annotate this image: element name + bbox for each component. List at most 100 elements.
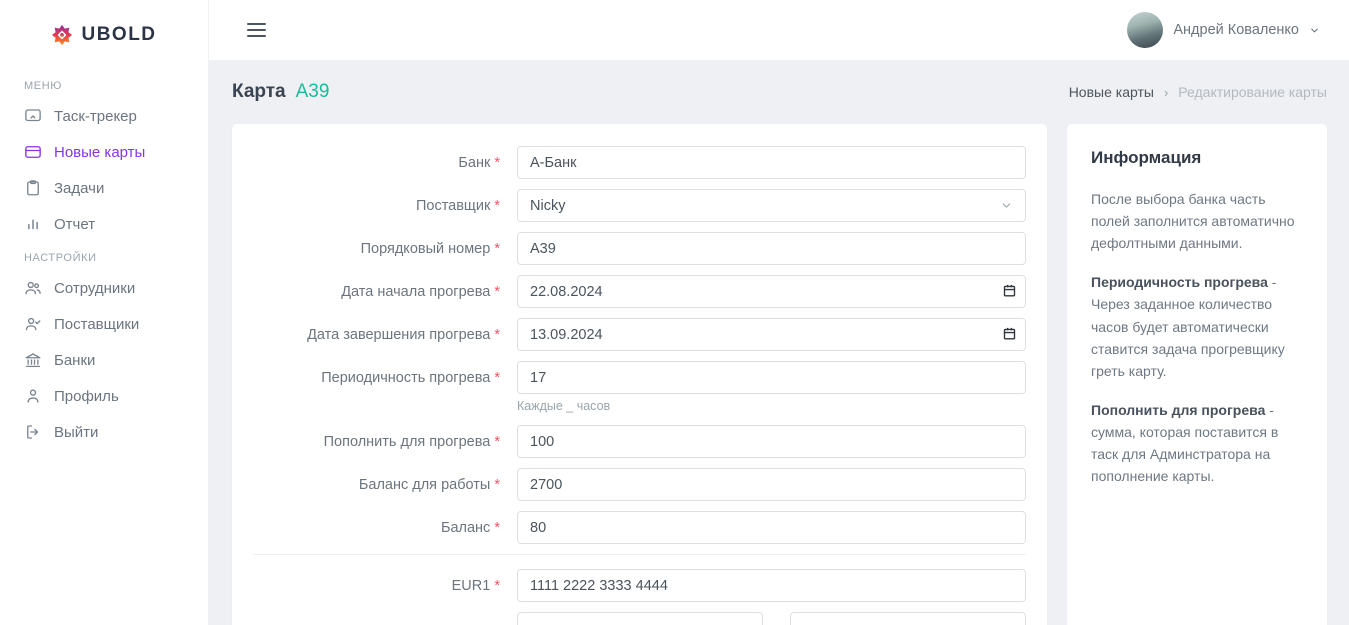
sidebar-item-label: Новые карты: [54, 143, 146, 161]
warmup-frequency-input[interactable]: [517, 361, 1026, 394]
page-title-accent: А39: [295, 81, 330, 102]
sidebar-item-label: Задачи: [54, 179, 105, 197]
field-label: Пополнить для прогрева: [323, 433, 491, 450]
field-label: Баланс: [440, 519, 491, 536]
sidebar-item-task-tracker[interactable]: Таск-трекер: [0, 98, 208, 134]
sidebar-item-logout[interactable]: Выйти: [0, 414, 208, 450]
info-paragraph-bold: Периодичность прогрева: [1091, 274, 1268, 291]
form-row-warmup-frequency: Периодичность прогрева *: [253, 361, 1026, 394]
menu-section-label: НАСТРОЙКИ: [24, 252, 97, 264]
form-row-supplier: Поставщик * Nicky: [253, 189, 1026, 222]
ubold-logo-icon: [52, 24, 73, 46]
card-extra-input-1[interactable]: [517, 612, 763, 625]
required-marker: *: [494, 197, 500, 214]
balance-input[interactable]: [517, 511, 1026, 544]
info-paragraph-text: - сумма, которая поставится в таск для А…: [1091, 401, 1279, 485]
warmup-topup-input[interactable]: [517, 425, 1026, 458]
card-extra-input-2[interactable]: [790, 612, 1026, 625]
form-row-card-number: EUR1 *: [253, 569, 1026, 602]
monitor-icon: [25, 109, 41, 122]
sidebar-item-suppliers[interactable]: Поставщики: [0, 306, 208, 342]
bank-input[interactable]: [517, 146, 1026, 179]
info-panel-title: Информация: [1091, 148, 1202, 167]
card-number-input[interactable]: [517, 569, 1026, 602]
info-paragraph-text: После выбора банка часть полей заполнитс…: [1091, 191, 1295, 252]
field-label: Периодичность прогрева: [321, 369, 491, 386]
sidebar-item-banks[interactable]: Банки: [0, 342, 208, 378]
required-marker: *: [494, 240, 500, 257]
sidebar-item-label: Отчет: [54, 215, 96, 233]
logout-icon: [27, 425, 39, 439]
form-row-bank: Банк *: [253, 146, 1026, 179]
brand-logo[interactable]: UBOLD: [0, 0, 208, 70]
form-row-card-extra: [517, 612, 1026, 625]
clipboard-icon: [27, 180, 39, 196]
sidebar-item-label: Сотрудники: [54, 279, 136, 297]
main-area: Андрей Коваленко Карта А39 Новые карты › …: [209, 0, 1349, 625]
content-columns: Банк * Поставщик * Nicky Порядковый номе…: [232, 124, 1327, 625]
credit-card-icon: [25, 146, 41, 158]
warmup-frequency-helper: Каждые _ часов: [517, 399, 611, 413]
page-title-text: Карта: [232, 81, 286, 102]
field-label: Баланс для работы: [358, 476, 491, 493]
info-paragraph: Пополнить для прогрева - сумма, которая …: [1091, 399, 1303, 487]
user-name: Андрей Коваленко: [1173, 22, 1299, 38]
sidebar-item-profile[interactable]: Профиль: [0, 378, 208, 414]
serial-number-input[interactable]: [517, 232, 1026, 265]
form-row-warmup-start-date: Дата начала прогрева *: [253, 275, 1026, 308]
required-marker: *: [494, 476, 500, 493]
brand-name: UBOLD: [81, 24, 157, 45]
form-row-working-balance: Баланс для работы *: [253, 468, 1026, 501]
breadcrumb-separator: ›: [1163, 84, 1169, 100]
info-paragraph: После выбора банка часть полей заполнитс…: [1091, 188, 1303, 254]
warmup-start-date-input[interactable]: [517, 275, 1026, 308]
sidebar-item-label: Банки: [54, 351, 96, 369]
chevron-down-icon: [1002, 203, 1011, 208]
supplier-select-value: Nicky: [530, 197, 566, 214]
sidebar-item-new-cards[interactable]: Новые карты: [0, 134, 208, 170]
working-balance-input[interactable]: [517, 468, 1026, 501]
field-label: Дата завершения прогрева: [307, 326, 491, 343]
menu-section-label: МЕНЮ: [24, 80, 62, 92]
menu-toggle-button[interactable]: [247, 23, 266, 37]
page-title: Карта А39: [232, 81, 329, 103]
field-label: EUR1: [451, 577, 491, 594]
card-edit-form: Банк * Поставщик * Nicky Порядковый номе…: [232, 124, 1047, 625]
field-label: Дата начала прогрева: [341, 283, 491, 300]
avatar: [1127, 12, 1164, 48]
sidebar-item-label: Таск-трекер: [54, 107, 137, 125]
required-marker: *: [494, 577, 500, 594]
required-marker: *: [494, 433, 500, 450]
card-info-panel: Информация После выбора банка часть поле…: [1067, 124, 1327, 625]
required-marker: *: [494, 283, 500, 300]
form-row-balance: Баланс *: [253, 511, 1026, 544]
bar-chart-icon: [28, 219, 38, 230]
user-menu[interactable]: Андрей Коваленко: [1127, 12, 1320, 48]
warmup-end-date-input[interactable]: [517, 318, 1026, 351]
user-icon: [27, 389, 39, 403]
supplier-select[interactable]: Nicky: [517, 189, 1026, 222]
required-marker: *: [494, 369, 500, 386]
sidebar: UBOLD МЕНЮ Таск-трекер Новые карты Задач…: [0, 0, 209, 625]
field-label: Порядковый номер: [360, 240, 491, 257]
sidebar-item-label: Поставщики: [54, 315, 140, 333]
page-head: Карта А39 Новые карты › Редактирование ка…: [232, 60, 1327, 124]
info-paragraph-bold: Пополнить для прогрева: [1091, 401, 1266, 418]
field-label: Банк: [458, 154, 491, 171]
user-check-icon: [25, 317, 41, 331]
chevron-down-icon: [1311, 28, 1318, 32]
sidebar-item-tasks[interactable]: Задачи: [0, 170, 208, 206]
breadcrumb-parent[interactable]: Новые карты: [1068, 84, 1154, 100]
sidebar-item-report[interactable]: Отчет: [0, 206, 208, 242]
form-divider: [253, 554, 1026, 555]
users-icon: [25, 281, 41, 295]
info-paragraph: Периодичность прогрева - Через заданное …: [1091, 271, 1303, 382]
breadcrumb-current: Редактирование карты: [1178, 84, 1327, 100]
sidebar-item-employees[interactable]: Сотрудники: [0, 270, 208, 306]
page-content: Карта А39 Новые карты › Редактирование ка…: [209, 60, 1349, 625]
form-row-warmup-end-date: Дата завершения прогрева *: [253, 318, 1026, 351]
required-marker: *: [494, 326, 500, 343]
field-label: Поставщик: [415, 197, 491, 214]
sidebar-item-label: Профиль: [54, 387, 119, 405]
topbar: Андрей Коваленко: [209, 0, 1349, 60]
